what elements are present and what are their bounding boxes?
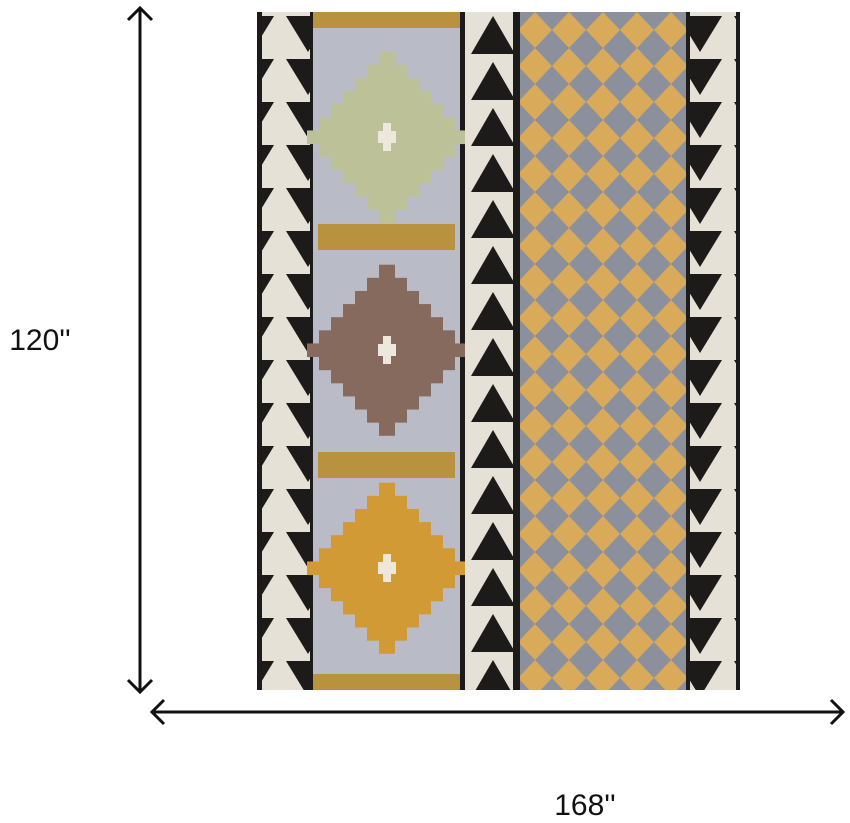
medallion (331, 369, 443, 384)
medallion (379, 51, 395, 66)
medallion (367, 409, 407, 423)
medallion (343, 304, 431, 318)
medallion (343, 600, 431, 615)
medallion-center (378, 131, 396, 143)
medallion (343, 382, 431, 397)
medallion (331, 587, 443, 602)
medallion (379, 640, 395, 654)
medallion (355, 613, 419, 628)
height-label: 120'' (9, 324, 71, 357)
medallion (379, 264, 395, 279)
rug (257, 12, 740, 690)
medallion (379, 422, 395, 436)
medallion (343, 169, 431, 184)
width-label: 168'' (554, 789, 616, 822)
medallion (331, 535, 443, 549)
medallion (367, 495, 407, 510)
medallion (355, 395, 419, 410)
medallion (331, 317, 443, 331)
medallion (331, 104, 443, 118)
medallion (367, 64, 407, 79)
medallion (355, 508, 419, 523)
medallion (343, 91, 431, 105)
medallion (367, 277, 407, 292)
medallion (331, 156, 443, 171)
medallion (367, 196, 407, 210)
medallion (367, 627, 407, 641)
width-arrow (149, 698, 846, 726)
medallion (355, 182, 419, 197)
medallion (355, 77, 419, 92)
medallion-center (378, 344, 396, 356)
height-arrow (126, 5, 154, 695)
medallion (343, 522, 431, 536)
medallion (379, 209, 395, 223)
medallion (379, 482, 395, 497)
medallion (355, 290, 419, 305)
medallion-center (378, 562, 396, 574)
